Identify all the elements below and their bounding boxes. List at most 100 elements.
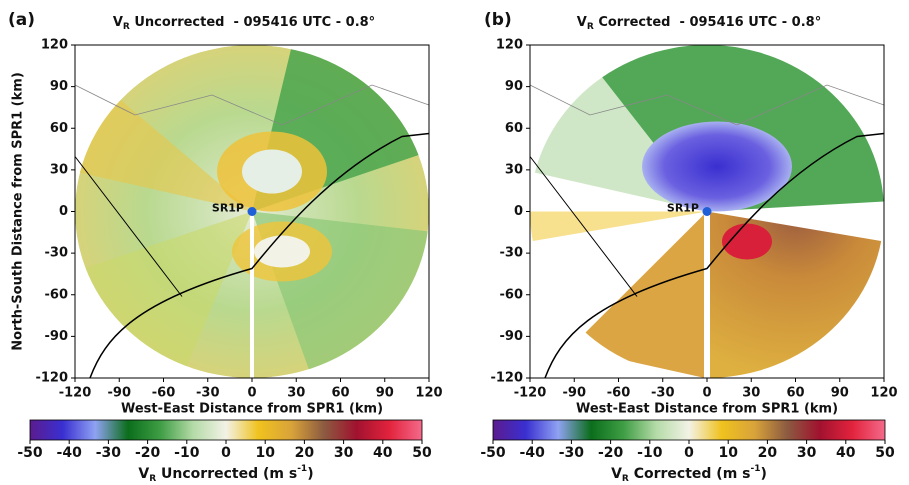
y-tick-label: -90 xyxy=(500,329,524,344)
y-tick-label: 60 xyxy=(50,121,68,136)
colorbar-tick-label: 30 xyxy=(797,445,817,461)
x-tick-label: 0 xyxy=(702,386,711,401)
y-axis-label: North-South Distance from SPR1 (km) xyxy=(11,72,26,351)
title-symbol: V xyxy=(113,15,123,30)
colorbar-label-part: -1 xyxy=(297,464,307,474)
y-tick-label: -30 xyxy=(45,246,69,261)
y-tick-label: 60 xyxy=(505,121,523,136)
panel-label: (b) xyxy=(484,10,512,30)
x-tick-label: -30 xyxy=(196,386,220,401)
station-label: SR1P xyxy=(667,202,699,215)
x-tick-label: -120 xyxy=(514,386,547,401)
x-tick-label: -30 xyxy=(651,386,675,401)
colorbar-label-part: ) xyxy=(761,466,767,482)
x-tick-label: -90 xyxy=(563,386,587,401)
colorbar-tick-label: 0 xyxy=(221,445,231,461)
colorbar-tick-label: -30 xyxy=(96,445,122,461)
radar-echo xyxy=(530,211,707,242)
colorbar-tick-label: -50 xyxy=(17,445,43,461)
colorbar xyxy=(29,419,423,441)
y-tick-label: -30 xyxy=(500,246,524,261)
radar-echo xyxy=(642,121,792,212)
coastline xyxy=(544,132,885,379)
colorbar-tick-label: 50 xyxy=(412,445,432,461)
x-tick-label: -120 xyxy=(59,386,92,401)
colorbar-label: VR Uncorrected (m s-1) xyxy=(138,464,313,484)
colorbar-label-part: Uncorrected (m s xyxy=(156,466,297,482)
y-tick-label: 30 xyxy=(50,162,68,177)
x-tick-label: 30 xyxy=(742,386,760,401)
colorbar-tick-label: -20 xyxy=(135,445,161,461)
colorbar-tick-label: 40 xyxy=(373,445,393,461)
border xyxy=(74,156,183,297)
title-subscript: R xyxy=(587,22,594,32)
radar-gap xyxy=(250,211,254,378)
station-marker xyxy=(702,207,712,216)
colorbar-tick-label: -40 xyxy=(57,445,83,461)
y-tick-label: 90 xyxy=(505,79,523,94)
colorbar-tick-label: 30 xyxy=(334,445,354,461)
x-tick-label: -90 xyxy=(108,386,132,401)
colorbar-tick-label: 20 xyxy=(295,445,315,461)
x-tick-label: 120 xyxy=(870,386,897,401)
x-axis-label: West-East Distance from SPR1 (km) xyxy=(121,402,383,417)
chart-title: VR Corrected - 095416 UTC - 0.8° xyxy=(577,15,821,32)
radar-echo xyxy=(254,235,310,268)
y-tick-label: -120 xyxy=(490,371,523,386)
colorbar-label-part: V xyxy=(138,466,149,482)
colorbar-tick-label: -50 xyxy=(480,445,506,461)
colorbar-tick-label: 40 xyxy=(836,445,856,461)
title-symbol: V xyxy=(577,15,587,30)
x-tick-label: 90 xyxy=(831,386,849,401)
colorbar-label-part: V xyxy=(611,466,622,482)
y-tick-label: -90 xyxy=(45,329,69,344)
border xyxy=(529,156,638,297)
chart-title: VR Uncorrected - 095416 UTC - 0.8° xyxy=(113,15,375,32)
station-marker xyxy=(247,207,257,216)
colorbar-tick-label: 0 xyxy=(684,445,694,461)
y-tick-label: -60 xyxy=(500,287,524,302)
y-tick-label: 0 xyxy=(59,204,68,219)
x-tick-label: 120 xyxy=(415,386,442,401)
colorbar-tick-label: -30 xyxy=(559,445,585,461)
colorbar-label-part: Corrected (m s xyxy=(629,466,751,482)
colorbar-label-part: -1 xyxy=(751,464,761,474)
x-tick-label: 60 xyxy=(331,386,349,401)
x-tick-label: 30 xyxy=(287,386,305,401)
y-tick-label: 120 xyxy=(496,38,523,53)
y-tick-label: 30 xyxy=(505,162,523,177)
colorbar-tick-label: 50 xyxy=(875,445,895,461)
title-text: Uncorrected - 095416 UTC - 0.8° xyxy=(130,15,375,30)
station-label: SR1P xyxy=(212,202,244,215)
panel-label: (a) xyxy=(8,10,35,30)
radar-echo xyxy=(242,149,302,194)
radar-echo xyxy=(570,211,707,378)
border xyxy=(74,84,430,126)
colorbar-tick-label: -10 xyxy=(637,445,663,461)
border xyxy=(529,84,885,126)
x-tick-label: 90 xyxy=(376,386,394,401)
colorbar-label: VR Corrected (m s-1) xyxy=(611,464,767,484)
colorbar-tick-label: -20 xyxy=(598,445,624,461)
x-tick-label: 0 xyxy=(247,386,256,401)
x-tick-label: 60 xyxy=(786,386,804,401)
title-text: Corrected - 095416 UTC - 0.8° xyxy=(594,15,821,30)
x-tick-label: -60 xyxy=(152,386,176,401)
title-subscript: R xyxy=(123,22,130,32)
colorbar-tick-label: 10 xyxy=(718,445,738,461)
y-tick-label: -120 xyxy=(35,371,68,386)
colorbar-tick-label: 10 xyxy=(255,445,275,461)
colorbar-label-part: R xyxy=(622,474,629,484)
colorbar-tick-label: -10 xyxy=(174,445,200,461)
x-axis-label: West-East Distance from SPR1 (km) xyxy=(576,402,838,417)
y-tick-label: 90 xyxy=(50,79,68,94)
radar-gap xyxy=(704,211,710,378)
radar-echo xyxy=(722,223,772,260)
y-tick-label: 120 xyxy=(41,38,68,53)
colorbar-label-part: R xyxy=(149,474,156,484)
coastline xyxy=(89,132,430,379)
x-tick-label: -60 xyxy=(607,386,631,401)
colorbar-tick-label: 20 xyxy=(758,445,778,461)
colorbar-tick-label: -40 xyxy=(520,445,546,461)
